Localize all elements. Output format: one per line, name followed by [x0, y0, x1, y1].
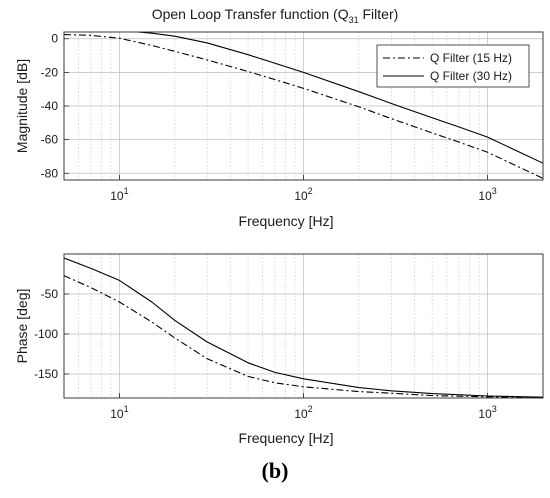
magnitude-ytick-label: -80	[41, 166, 59, 180]
magnitude-ylabel: Magnitude [dB]	[14, 59, 30, 153]
magnitude-ytick-label: -40	[41, 99, 59, 113]
phase-ytick-label: -100	[34, 327, 58, 341]
phase-xlabel: Frequency [Hz]	[239, 430, 334, 446]
magnitude-ytick-label: 0	[51, 32, 58, 46]
phase-xtick-label: 103	[478, 404, 496, 421]
phase-ylabel: Phase [deg]	[14, 289, 30, 364]
magnitude-series-30hz-line	[132, 32, 543, 164]
caption-text: (b)	[261, 458, 289, 483]
magnitude-ytick-label: -20	[41, 65, 59, 79]
title-subscript: 31	[349, 15, 359, 25]
phase-axes-frame	[63, 253, 544, 399]
magnitude-axes-frame	[63, 31, 544, 181]
legend-box	[376, 44, 530, 88]
magnitude-chart-title: Open Loop Transfer function (Q31 Filter)	[152, 6, 399, 25]
phase-plot: 101 102 103 -50 -100 -150	[34, 253, 544, 421]
magnitude-xtick-label: 103	[478, 186, 496, 203]
magnitude-xlabel: Frequency [Hz]	[239, 213, 334, 229]
phase-xtick-label: 101	[110, 404, 128, 421]
magnitude-ytick-label: -60	[41, 133, 59, 147]
legend-label-15hz: Q Filter (15 Hz)	[430, 51, 512, 65]
magnitude-series-15hz-line	[64, 33, 543, 179]
title-main: Open Loop Transfer function (Q	[152, 6, 349, 22]
phase-series-30hz-line	[64, 257, 543, 398]
phase-xtick-label: 102	[294, 404, 312, 421]
phase-ytick-label: -50	[41, 287, 59, 301]
magnitude-xtick-label: 102	[294, 186, 312, 203]
title-end: Filter)	[359, 6, 399, 22]
legend: Q Filter (15 Hz) Q Filter (30 Hz)	[376, 44, 530, 88]
magnitude-xtick-label: 101	[110, 186, 128, 203]
figure-caption: (b)	[0, 458, 550, 484]
phase-ytick-label: -150	[34, 367, 58, 381]
legend-label-30hz: Q Filter (30 Hz)	[430, 69, 512, 83]
